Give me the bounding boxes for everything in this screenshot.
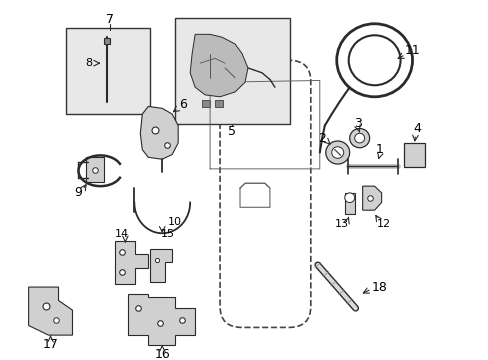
Polygon shape <box>115 241 148 284</box>
Text: 18: 18 <box>371 280 387 293</box>
Text: 7: 7 <box>106 13 114 26</box>
Bar <box>344 193 354 214</box>
Text: 17: 17 <box>42 338 59 351</box>
Bar <box>403 143 425 167</box>
Polygon shape <box>29 287 72 335</box>
Polygon shape <box>362 186 381 210</box>
Text: 12: 12 <box>376 219 390 229</box>
Polygon shape <box>190 34 247 97</box>
Text: 9: 9 <box>74 186 82 199</box>
Polygon shape <box>140 107 178 159</box>
Text: 10: 10 <box>168 217 182 227</box>
Bar <box>202 100 210 107</box>
Text: 13: 13 <box>334 219 348 229</box>
Circle shape <box>325 141 349 164</box>
Text: 8: 8 <box>85 58 92 68</box>
Bar <box>215 100 223 107</box>
Text: 6: 6 <box>179 98 187 111</box>
Bar <box>175 18 289 124</box>
Text: 1: 1 <box>375 143 383 156</box>
Text: 3: 3 <box>353 117 361 130</box>
Circle shape <box>344 193 354 202</box>
Bar <box>86 157 104 182</box>
Text: 4: 4 <box>413 122 421 135</box>
Circle shape <box>354 133 364 143</box>
Text: 11: 11 <box>404 44 420 57</box>
Text: 16: 16 <box>154 348 170 360</box>
Text: 14: 14 <box>115 229 129 239</box>
Bar <box>65 28 150 114</box>
Text: 5: 5 <box>227 125 236 138</box>
Circle shape <box>331 147 343 158</box>
Text: 15: 15 <box>161 229 175 239</box>
Polygon shape <box>150 249 172 282</box>
Circle shape <box>349 129 369 148</box>
Text: 2: 2 <box>317 132 325 145</box>
Polygon shape <box>128 294 195 345</box>
